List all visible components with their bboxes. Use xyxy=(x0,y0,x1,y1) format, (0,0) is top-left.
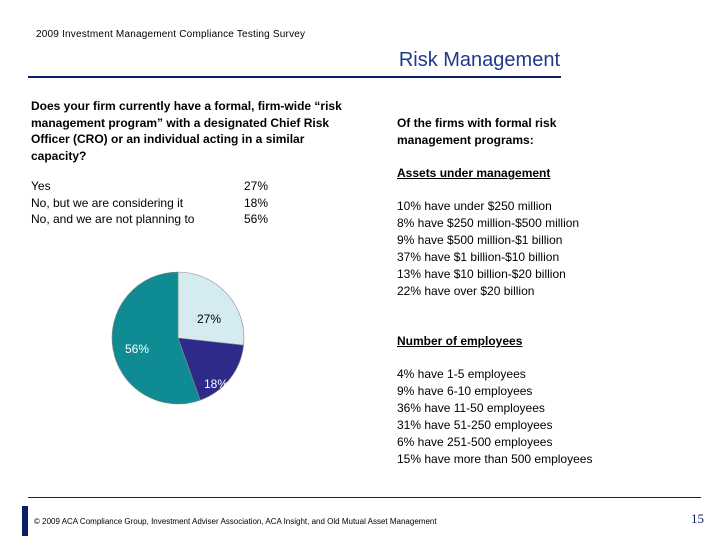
list-item: 6% have 251-500 employees xyxy=(397,435,553,449)
pie-chart xyxy=(111,271,245,405)
pie-label-not-planning: 56% xyxy=(125,342,150,356)
list-item: 22% have over $20 billion xyxy=(397,284,535,298)
list-item: 36% have 11-50 employees xyxy=(397,401,545,415)
answer-row: No, and we are not planning to 56% xyxy=(31,211,284,228)
aum-heading: Assets under management xyxy=(397,166,551,180)
list-item: 13% have $10 billion-$20 billion xyxy=(397,267,566,281)
survey-question: Does your firm currently have a formal, … xyxy=(31,99,342,163)
pie-label-considering: 18% xyxy=(204,377,229,391)
answer-label: Yes xyxy=(31,179,51,193)
footer-accent xyxy=(22,506,543,536)
list-item: 31% have 51-250 employees xyxy=(397,418,553,432)
answer-value: 56% xyxy=(244,212,269,226)
answer-label: No, and we are not planning to xyxy=(31,212,195,226)
footer-divider xyxy=(28,497,701,498)
page-number: 15 xyxy=(691,511,704,526)
answer-row: No, but we are considering it 18% xyxy=(31,195,284,212)
list-item: 4% have 1-5 employees xyxy=(397,367,526,381)
answer-row: Yes 27% xyxy=(31,178,284,195)
list-item: 15% have more than 500 employees xyxy=(397,452,593,466)
list-item: 9% have 6-10 employees xyxy=(397,384,533,398)
pie-slice-not-planning xyxy=(111,271,201,405)
list-item: 8% have $250 million-$500 million xyxy=(397,216,580,230)
employees-list: 4% have 1-5 employees 9% have 6-10 emplo… xyxy=(397,366,592,468)
pie-slice-yes xyxy=(177,271,245,346)
answer-value: 18% xyxy=(244,195,269,210)
list-item: 9% have $500 million-$1 billion xyxy=(397,233,563,247)
survey-title: 2009 Investment Management Compliance Te… xyxy=(36,29,306,40)
title-divider xyxy=(28,76,561,78)
answer-label: No, but we are considering it xyxy=(31,195,184,210)
list-item: 37% have $1 billion-$10 billion xyxy=(397,250,560,264)
list-item: 10% have under $250 million xyxy=(397,199,552,213)
employees-heading: Number of employees xyxy=(397,334,523,348)
pie-label-yes: 27% xyxy=(197,312,222,326)
footer-copyright: © 2009 ACA Compliance Group, Investment … xyxy=(34,517,437,526)
pie-slice-considering xyxy=(177,337,244,401)
answer-value: 27% xyxy=(244,179,269,193)
slide-title: Risk Management xyxy=(398,49,560,71)
programs-heading: Of the firms with formal risk management… xyxy=(397,116,557,147)
aum-list: 10% have under $250 million 8% have $250… xyxy=(397,198,579,300)
answer-list: Yes 27% No, but we are considering it 18… xyxy=(31,178,284,228)
